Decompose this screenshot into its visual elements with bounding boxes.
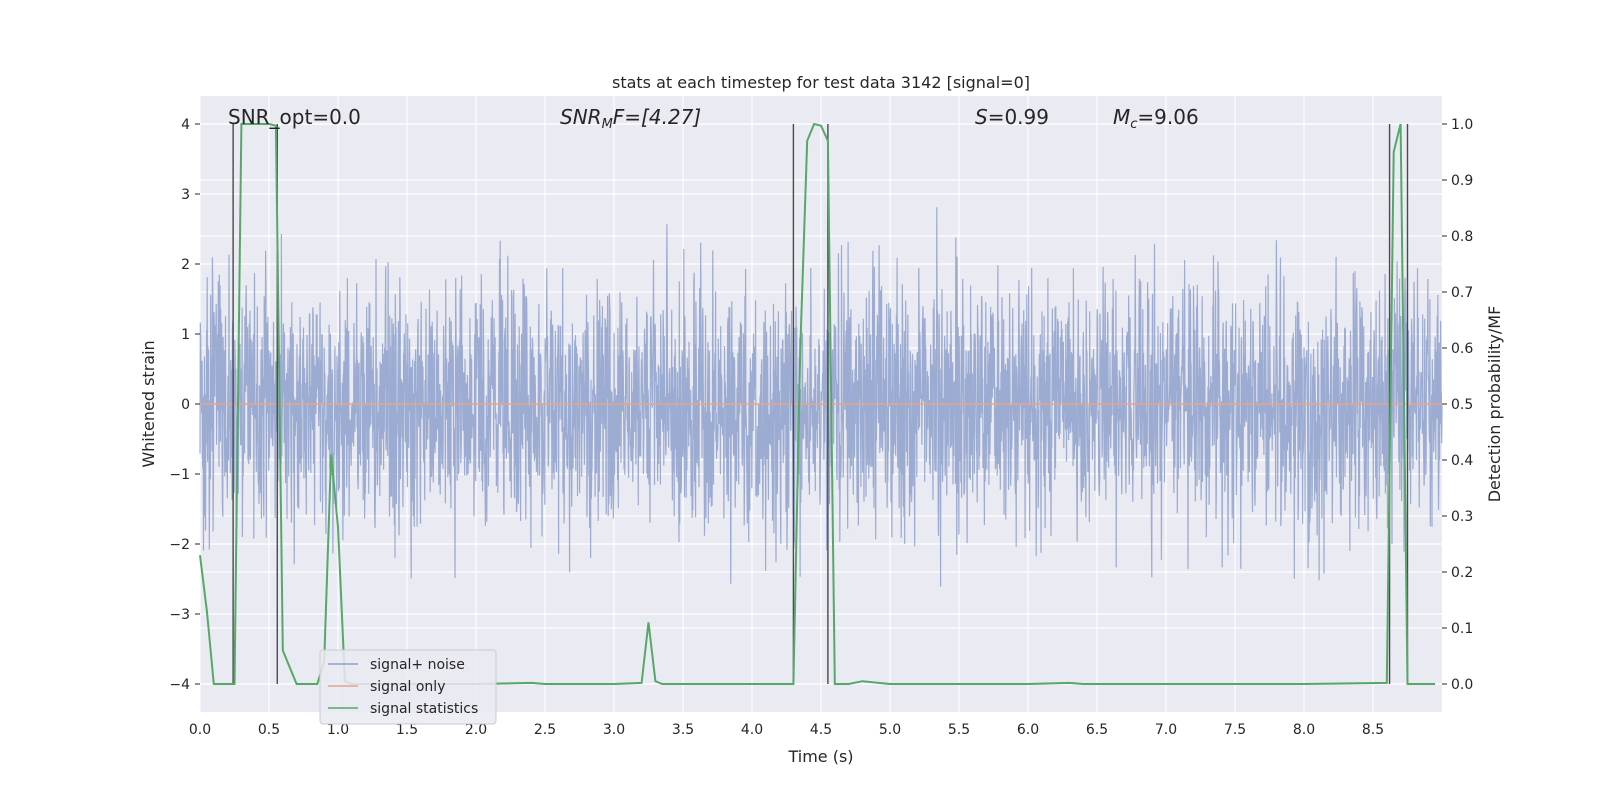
y-left-tick-label: 2 [181, 257, 190, 273]
y-left-tick-label: −4 [169, 677, 190, 693]
annotation-mc-sub: c [1130, 117, 1137, 132]
legend-label-signal-noise: signal+ noise [370, 657, 465, 673]
annotation-snr-opt: SNR_opt=0.0 [228, 105, 361, 129]
x-tick-label: 5.0 [879, 722, 901, 738]
legend-label-signal-statistics: signal statistics [370, 701, 478, 717]
annotation-mc-rest: =9.06 [1137, 105, 1198, 129]
x-tick-label: 2.0 [465, 722, 487, 738]
y-right-tick-label: 0.9 [1451, 173, 1473, 189]
annotation-snr-mf-sub: M [602, 117, 613, 132]
y-right-tick-label: 0.1 [1451, 621, 1473, 637]
y-right-axis-ticks: 0.0 0.1 0.2 0.3 0.4 0.5 0.6 0.7 0.8 0.9 1.0 [1442, 117, 1473, 693]
x-tick-label: 4.5 [810, 722, 832, 738]
x-tick-label: 6.5 [1086, 722, 1108, 738]
y-left-tick-label: −3 [169, 607, 190, 623]
y-right-tick-label: 0.7 [1451, 285, 1473, 301]
chart-title: stats at each timestep for test data 314… [612, 73, 1030, 92]
y-left-axis-ticks: −4 −3 −2 −1 0 1 2 3 4 [169, 117, 200, 693]
x-axis-ticks: 0.0 0.5 1.0 1.5 2.0 2.5 3.0 3.5 4.0 4.5 5.0 5.5 6.0 6… [189, 722, 1384, 738]
y-right-tick-label: 0.2 [1451, 565, 1473, 581]
annotation-mc-name: M [1113, 105, 1130, 129]
x-tick-label: 7.5 [1224, 722, 1246, 738]
signal-noise-line [199, 207, 1443, 587]
y-left-tick-label: 3 [181, 187, 190, 203]
x-tick-label: 0.0 [189, 722, 211, 738]
y-left-tick-label: 4 [181, 117, 190, 133]
x-tick-label: 8.0 [1293, 722, 1315, 738]
y-right-tick-label: 0.5 [1451, 397, 1473, 413]
signal-noise-series [199, 207, 1443, 587]
x-tick-label: 4.0 [741, 722, 763, 738]
legend-box [319, 649, 497, 725]
annotation-snr-mf: SNRMF=[4.27] [560, 105, 701, 132]
x-tick-label: 6.0 [1017, 722, 1039, 738]
annotation-s-rest: =0.99 [988, 105, 1049, 129]
x-tick-label: 7.0 [1155, 722, 1177, 738]
annotation-s: S=0.99 [975, 105, 1049, 129]
signal-statistics-line [199, 122, 1436, 685]
y-right-tick-label: 0.6 [1451, 341, 1473, 357]
y-left-tick-label: 1 [181, 327, 190, 343]
legend-label-signal-only: signal only [370, 679, 445, 695]
y-right-tick-label: 0.0 [1451, 677, 1473, 693]
x-tick-label: 0.5 [258, 722, 280, 738]
y-left-tick-label: −2 [169, 537, 190, 553]
y-left-tick-label: 0 [181, 397, 190, 413]
signal-statistics-series [199, 122, 1436, 685]
annotation-snr-mf-name: SNR [560, 105, 602, 129]
y-right-axis-label: Detection probability/MF [1485, 306, 1504, 503]
legend: signal+ noise signal only signal statist… [319, 649, 497, 725]
x-axis-label: Time (s) [787, 747, 853, 766]
x-tick-label: 5.5 [948, 722, 970, 738]
x-tick-label: 2.5 [534, 722, 556, 738]
annotation-snr-mf-rest: F=[4.27] [613, 105, 701, 129]
y-right-tick-label: 0.4 [1451, 453, 1473, 469]
annotation-s-name: S [975, 105, 988, 129]
y-left-axis-label: Whitened strain [139, 340, 158, 467]
y-right-tick-label: 0.8 [1451, 229, 1473, 245]
x-tick-label: 8.5 [1362, 722, 1384, 738]
y-left-tick-label: −1 [169, 467, 190, 483]
y-right-tick-label: 1.0 [1451, 117, 1473, 133]
x-tick-label: 3.5 [672, 722, 694, 738]
x-tick-label: 1.0 [327, 722, 349, 738]
annotation-mc: Mc=9.06 [1113, 105, 1199, 132]
y-right-tick-label: 0.3 [1451, 509, 1473, 525]
x-tick-label: 3.0 [603, 722, 625, 738]
x-tick-label: 1.5 [396, 722, 418, 738]
